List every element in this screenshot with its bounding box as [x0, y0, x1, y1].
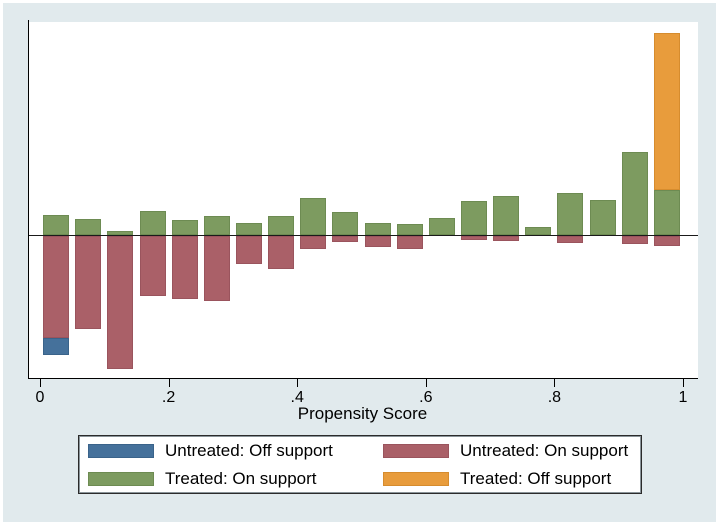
- bar-segment-green: [493, 196, 519, 235]
- bar-segment-green: [557, 193, 583, 235]
- bar-segment-red: [332, 236, 358, 242]
- bar-segment-green: [75, 219, 101, 235]
- bar-segment-red: [300, 236, 326, 249]
- bar-segment-red: [140, 236, 166, 296]
- bar-segment-red: [172, 236, 198, 299]
- bar-segment-green: [140, 211, 166, 235]
- x-axis-line: [28, 378, 698, 379]
- legend-label: Treated: Off support: [460, 468, 612, 488]
- x-tick-label: .6: [419, 389, 433, 406]
- bar-segment-green: [268, 216, 294, 235]
- bar-segment-green: [204, 216, 230, 235]
- untreated_on-swatch: [383, 443, 449, 458]
- bar-segment-red: [622, 236, 648, 244]
- bar-segment-green: [525, 227, 551, 235]
- legend-label: Treated: On support: [165, 468, 317, 488]
- bar-segment-green: [365, 223, 391, 235]
- x-tick-mark: [168, 379, 170, 387]
- bar-segment-blue: [43, 338, 69, 355]
- bar-segment-red: [654, 236, 680, 246]
- x-tick-label: 0: [35, 389, 45, 406]
- bar-segment-red: [204, 236, 230, 301]
- bar-segment-red: [493, 236, 519, 241]
- plot-area: [28, 20, 698, 379]
- bar-segment-green: [590, 200, 616, 235]
- legend-label: Untreated: Off support: [165, 440, 333, 460]
- bar-segment-red: [236, 236, 262, 264]
- zero-line: [29, 235, 698, 236]
- bar-segment-green: [622, 152, 648, 235]
- bar-segment-green: [461, 201, 487, 235]
- bar-segment-red: [461, 236, 487, 240]
- untreated_off-swatch: [88, 443, 154, 458]
- bar-segment-red: [268, 236, 294, 269]
- x-axis-title: Propensity Score: [297, 404, 428, 423]
- legend: Untreated: Off support Untreated: On supp…: [78, 435, 642, 494]
- x-tick-mark: [554, 379, 556, 387]
- bar-segment-green: [236, 223, 262, 235]
- bar-segment-red: [75, 236, 101, 329]
- legend-item-treated_off: Treated: Off support: [383, 469, 641, 489]
- bar-segment-orange: [654, 33, 680, 190]
- legend-item-untreated_off: Untreated: Off support: [88, 441, 383, 461]
- treated_off-swatch: [383, 471, 449, 486]
- x-tick-mark: [297, 379, 299, 387]
- bar-segment-green: [654, 190, 680, 235]
- x-tick-mark: [40, 379, 41, 387]
- treated_on-swatch: [88, 471, 154, 486]
- bar-segment-green: [429, 218, 455, 235]
- x-tick-mark: [683, 379, 684, 387]
- bar-segment-red: [557, 236, 583, 243]
- y-axis-line: [28, 20, 29, 379]
- x-tick-label: .8: [547, 389, 562, 406]
- x-tick-label: .2: [161, 389, 176, 406]
- bar-segment-green: [397, 224, 423, 235]
- bar-segment-red: [365, 236, 391, 247]
- bar-segment-red: [397, 236, 423, 249]
- x-tick-label: .4: [290, 389, 304, 406]
- bar-segment-green: [107, 231, 133, 235]
- bar-segment-red: [107, 236, 133, 369]
- bar-segment-green: [172, 220, 198, 235]
- legend-item-treated_on: Treated: On support: [88, 469, 383, 489]
- bar-segment-red: [43, 236, 69, 338]
- legend-item-untreated_on: Untreated: On support: [383, 441, 641, 461]
- bar-segment-green: [332, 212, 358, 235]
- x-tick-mark: [425, 379, 427, 387]
- bar-segment-green: [300, 198, 326, 235]
- x-tick-label: 1: [678, 389, 688, 406]
- bar-segment-green: [43, 215, 69, 235]
- legend-label: Untreated: On support: [460, 440, 629, 460]
